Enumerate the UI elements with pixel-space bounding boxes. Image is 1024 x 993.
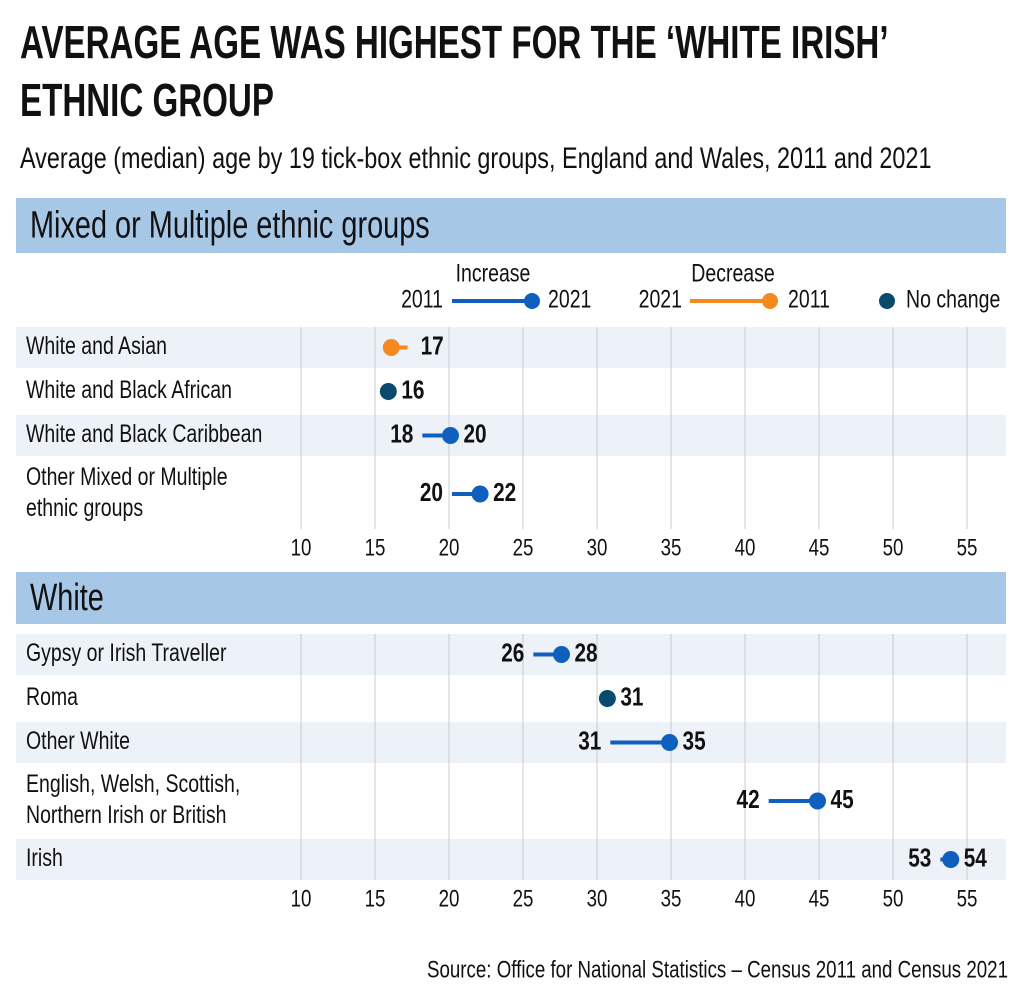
row-label: White and Asian bbox=[26, 332, 167, 360]
x-tick-label: 30 bbox=[587, 885, 608, 912]
row-label: Northern Irish or British bbox=[26, 801, 226, 829]
value-label: 31 bbox=[620, 681, 643, 711]
dot bbox=[809, 792, 827, 810]
x-tick-label: 25 bbox=[513, 534, 534, 561]
row-label: English, Welsh, Scottish, bbox=[26, 770, 240, 798]
value-label: 17 bbox=[421, 330, 444, 360]
legend-label: 2021 bbox=[639, 286, 682, 314]
row-label: Irish bbox=[26, 844, 63, 872]
legend-dot bbox=[524, 293, 540, 309]
x-tick-label: 25 bbox=[513, 885, 534, 912]
x-tick-label: 10 bbox=[291, 885, 312, 912]
value-label: 22 bbox=[493, 477, 516, 507]
row-label: Roma bbox=[26, 683, 78, 711]
dot bbox=[598, 690, 616, 707]
legend-label: Decrease bbox=[691, 260, 774, 288]
row-band bbox=[16, 415, 1006, 456]
x-tick-label: 40 bbox=[735, 885, 756, 912]
value-label: 35 bbox=[683, 725, 706, 755]
value-label: 16 bbox=[401, 374, 424, 404]
x-tick-label: 30 bbox=[587, 534, 608, 561]
x-tick-label: 20 bbox=[439, 885, 460, 912]
source: Source: Office for National Statistics –… bbox=[427, 956, 1008, 983]
subtitle: Average (median) age by 19 tick-box ethn… bbox=[20, 142, 931, 175]
legend-label: 2021 bbox=[548, 286, 591, 314]
dot bbox=[382, 339, 400, 356]
value-label: 28 bbox=[574, 637, 597, 667]
legend-label: No change bbox=[906, 286, 1000, 314]
dot bbox=[552, 646, 570, 663]
x-tick-label: 20 bbox=[439, 534, 460, 561]
value-label: 31 bbox=[578, 725, 601, 755]
x-tick-label: 40 bbox=[735, 534, 756, 561]
value-label: 20 bbox=[463, 418, 486, 448]
row-band bbox=[16, 634, 1006, 675]
row-label: ethnic groups bbox=[26, 494, 143, 522]
row-label: White and Black Caribbean bbox=[26, 420, 262, 448]
title-line: AVERAGE AGE WAS HIGHEST FOR THE ‘WHITE I… bbox=[20, 16, 889, 68]
legend-label: 2011 bbox=[788, 286, 830, 314]
x-tick-label: 15 bbox=[365, 885, 386, 912]
x-tick-label: 35 bbox=[661, 534, 682, 561]
dot bbox=[942, 851, 960, 868]
x-tick-label: 55 bbox=[957, 534, 978, 561]
legend-dot bbox=[762, 293, 778, 309]
x-tick-label: 10 bbox=[291, 534, 312, 561]
x-tick-label: 50 bbox=[883, 534, 904, 561]
x-tick-label: 45 bbox=[809, 885, 830, 912]
row-band bbox=[16, 839, 1006, 880]
panel-title: Mixed or Multiple ethnic groups bbox=[30, 205, 430, 247]
row-band bbox=[16, 722, 1006, 763]
row-label: Gypsy or Irish Traveller bbox=[26, 639, 226, 667]
value-label: 45 bbox=[831, 784, 854, 814]
x-tick-label: 45 bbox=[809, 534, 830, 561]
dot bbox=[441, 427, 459, 444]
legend-dot bbox=[879, 293, 895, 309]
panel-header bbox=[16, 572, 1006, 624]
row-band bbox=[16, 327, 1006, 368]
panel-header bbox=[16, 198, 1006, 253]
panel-title: White bbox=[30, 577, 104, 619]
value-label: 53 bbox=[908, 842, 931, 872]
x-tick-label: 15 bbox=[365, 534, 386, 561]
dot bbox=[661, 734, 679, 751]
legend-label: 2011 bbox=[401, 286, 443, 314]
value-label: 54 bbox=[964, 842, 988, 872]
value-label: 18 bbox=[390, 418, 413, 448]
value-label: 42 bbox=[737, 784, 760, 814]
value-label: 26 bbox=[501, 637, 524, 667]
x-tick-label: 35 bbox=[661, 885, 682, 912]
dot bbox=[379, 383, 397, 400]
x-tick-label: 50 bbox=[883, 885, 904, 912]
row-label: Other White bbox=[26, 727, 130, 755]
x-tick-label: 55 bbox=[957, 885, 978, 912]
dot bbox=[471, 485, 489, 503]
legend-label: Increase bbox=[456, 260, 531, 288]
row-label: Other Mixed or Multiple bbox=[26, 463, 228, 491]
row-label: White and Black African bbox=[26, 376, 232, 404]
title-line: ETHNIC GROUP bbox=[20, 74, 274, 126]
value-label: 20 bbox=[420, 477, 443, 507]
